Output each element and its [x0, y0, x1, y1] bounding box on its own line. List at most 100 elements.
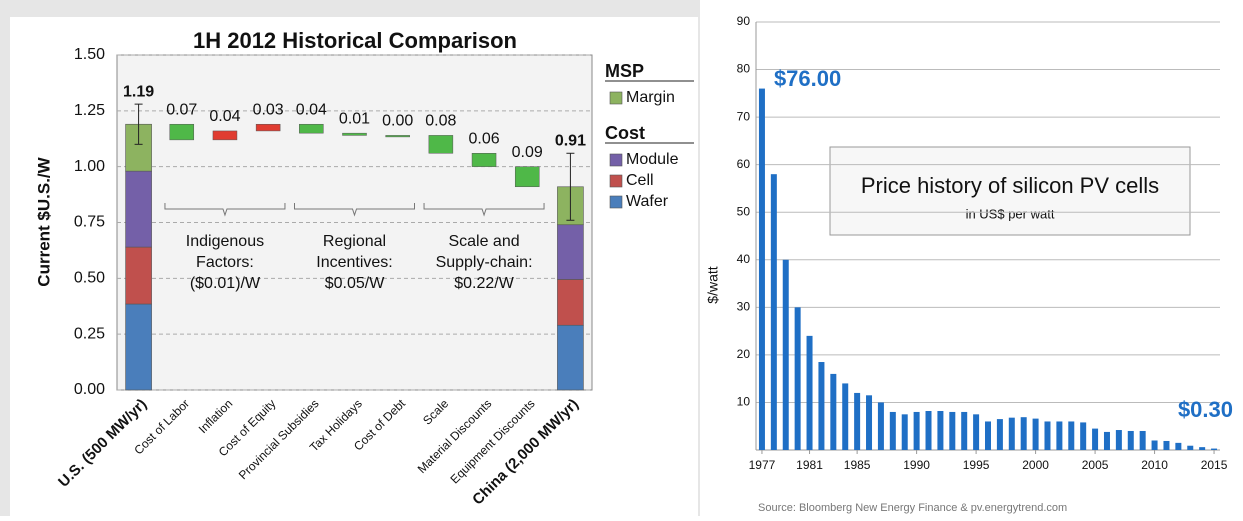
step-bar [514, 166, 540, 188]
step-bar [212, 130, 238, 141]
y-tick-label: 40 [737, 252, 751, 266]
bar [913, 411, 920, 450]
bar [961, 411, 968, 450]
bar [1199, 447, 1206, 450]
chart-subtitle: in US$ per watt [966, 206, 1055, 221]
value-label: $0.30 [1178, 397, 1233, 422]
y-tick-label: 80 [737, 62, 751, 76]
bar [794, 307, 801, 450]
bar [866, 395, 873, 450]
bar [782, 259, 789, 450]
bar [842, 383, 849, 450]
annotation: Supply-chain: [436, 254, 533, 271]
bar [889, 411, 896, 450]
stack-segment [557, 324, 584, 391]
y-tick-label: 0.75 [74, 214, 105, 231]
step-bar [255, 123, 281, 132]
annotation: Regional [323, 233, 386, 250]
step-label: 0.00 [382, 113, 413, 130]
y-axis-label: Current $U.S./W [34, 156, 53, 286]
x-tick-label: 1990 [903, 458, 930, 472]
y-tick-label: 60 [737, 157, 751, 171]
brace [164, 203, 286, 217]
stack-segment [125, 170, 152, 248]
bar [985, 421, 991, 450]
step-label: 0.09 [512, 144, 543, 161]
bar [1068, 421, 1075, 450]
bar [925, 411, 932, 450]
x-tick-label: 1981 [796, 458, 823, 472]
brace [294, 203, 415, 217]
bar [1163, 440, 1170, 450]
source-note: Source: Bloomberg New Energy Finance & p… [758, 502, 1067, 514]
bar [877, 402, 884, 450]
x-tick-label: 1995 [963, 458, 990, 472]
y-tick-label: 1.25 [74, 102, 105, 119]
y-tick-label: 50 [737, 204, 751, 218]
stack-segment [125, 246, 152, 305]
bar [949, 411, 956, 450]
legend-swatch [609, 174, 623, 188]
annotation: Incentives: [316, 254, 392, 271]
bar [1139, 430, 1146, 450]
step-label: 0.01 [339, 110, 370, 127]
step-bar [428, 135, 454, 154]
y-tick-label: 10 [737, 395, 751, 409]
y-axis-label: $/watt [705, 266, 721, 303]
x-tick-label: 1985 [844, 458, 871, 472]
step-bar [169, 123, 195, 141]
bar [758, 88, 765, 451]
legend-label: Margin [626, 89, 675, 106]
bar [1103, 431, 1110, 450]
chart-title: Price history of silicon PV cells [861, 173, 1159, 198]
y-tick-label: 0.50 [74, 270, 105, 287]
annotation: $0.05/W [325, 275, 385, 292]
step-bar [385, 135, 410, 138]
y-tick-label: 0.00 [74, 381, 105, 398]
legend-title: Cost [605, 123, 645, 143]
chart-title: 1H 2012 Historical Comparison [193, 28, 517, 53]
y-tick-label: 1.50 [74, 46, 105, 63]
bar [830, 373, 837, 450]
bar [1175, 442, 1182, 450]
annotation: Scale and [448, 233, 519, 250]
bar [1092, 428, 1099, 450]
bar [1008, 417, 1015, 450]
y-tick-label: 70 [737, 109, 751, 123]
bar [1056, 421, 1063, 450]
y-tick-label: 20 [737, 347, 751, 361]
total-label: 1.19 [123, 83, 154, 100]
legend-swatch [609, 153, 623, 167]
stack-segment [557, 279, 584, 326]
bar [1211, 448, 1218, 450]
x-tick-label: 2005 [1082, 458, 1109, 472]
legend-swatch [609, 195, 623, 209]
step-bar [299, 123, 324, 134]
x-tick-label: 2000 [1022, 458, 1049, 472]
y-tick-label: 1.00 [74, 158, 105, 175]
bar [854, 392, 861, 450]
bar [1020, 417, 1027, 450]
annotation: ($0.01)/W [190, 275, 261, 292]
bar [770, 174, 777, 450]
bar [1115, 430, 1122, 450]
bar [973, 414, 980, 450]
legend-title: MSP [605, 61, 644, 81]
bar [1080, 422, 1087, 450]
legend-swatch [609, 91, 623, 105]
legend-label: Cell [626, 172, 654, 189]
y-tick-label: 30 [737, 300, 751, 314]
brace [423, 203, 545, 217]
step-label: 0.07 [166, 101, 197, 118]
y-tick-label: 0.25 [74, 325, 105, 342]
bar [1032, 418, 1039, 450]
x-tick-label: 1977 [749, 458, 776, 472]
bar [1127, 430, 1134, 450]
step-bar [471, 153, 497, 167]
total-label: 0.91 [555, 132, 586, 149]
bar [937, 411, 944, 450]
step-bar [342, 132, 367, 136]
step-label: 0.04 [209, 108, 240, 125]
annotation: $0.22/W [454, 275, 514, 292]
bar [1044, 421, 1051, 450]
